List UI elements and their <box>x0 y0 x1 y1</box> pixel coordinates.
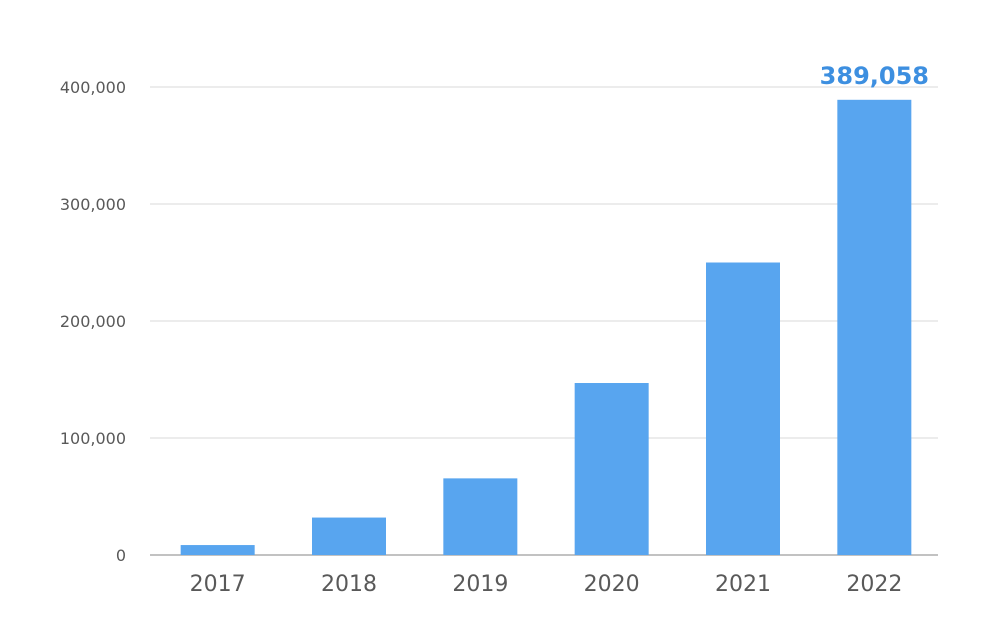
bar-2017 <box>180 545 255 555</box>
x-tick-label: 2017 <box>190 572 246 597</box>
x-axis-tick-labels: 2017 2018 2019 2020 2021 2022 <box>190 572 903 597</box>
bar-2021 <box>706 262 780 555</box>
bar-2018 <box>312 517 386 555</box>
y-tick-label: 100,000 <box>60 429 126 448</box>
y-tick-label: 0 <box>116 546 126 565</box>
x-tick-label: 2020 <box>584 572 640 597</box>
gridlines <box>150 86 938 556</box>
data-labels: 389,058 <box>820 62 929 90</box>
y-tick-label: 300,000 <box>60 195 126 214</box>
y-axis-tick-labels: 0 100,000 200,000 300,000 400,000 <box>60 78 126 565</box>
y-tick-label: 400,000 <box>60 78 126 97</box>
bar-2019 <box>443 478 518 555</box>
data-label-2022: 389,058 <box>820 62 929 90</box>
bars <box>180 99 912 556</box>
x-tick-label: 2022 <box>846 572 902 597</box>
x-tick-label: 2019 <box>452 572 508 597</box>
bar-2022 <box>837 99 912 556</box>
x-tick-label: 2018 <box>321 572 377 597</box>
x-tick-label: 2021 <box>715 572 771 597</box>
bar-2020 <box>574 383 649 555</box>
y-tick-label: 200,000 <box>60 312 126 331</box>
